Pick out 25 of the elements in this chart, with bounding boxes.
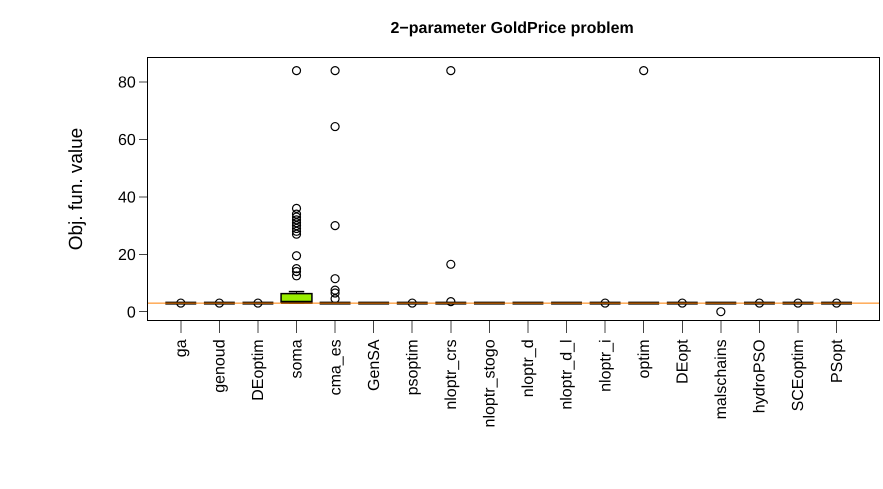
- x-tick-label: nloptr_stogo: [482, 339, 499, 428]
- y-tick-label: 60: [118, 132, 136, 150]
- x-tick-label: ga: [172, 339, 190, 358]
- x-tick-label: genoud: [212, 339, 229, 393]
- x-tick-label: DEopt: [674, 338, 692, 384]
- x-tick-label: PSopt: [828, 338, 846, 383]
- x-tick-label: nloptr_d: [520, 339, 538, 398]
- x-tick-label: optim: [636, 339, 653, 379]
- x-tick-label: nloptr_crs: [443, 339, 460, 410]
- x-tick-label: hydroPSO: [752, 339, 769, 414]
- y-tick-label: 80: [118, 74, 136, 92]
- y-tick-label: 20: [118, 246, 136, 264]
- x-tick-label: nloptr_i: [597, 339, 614, 392]
- chart-title: 2−parameter GoldPrice problem: [390, 20, 634, 38]
- x-tick-label: cma_es: [327, 339, 344, 396]
- y-tick-label: 0: [126, 304, 136, 322]
- x-tick-label: psoptim: [404, 339, 422, 396]
- y-tick-label: 40: [118, 189, 136, 206]
- x-tick-label: malschains: [713, 339, 730, 420]
- x-tick-label: GenSA: [366, 339, 383, 391]
- x-tick-label: SCEoptim: [790, 339, 808, 412]
- x-tick-label: DEoptim: [250, 339, 268, 401]
- y-axis-title: Obj. fun. value: [66, 128, 87, 250]
- x-tick-label: nloptr_d_l: [558, 339, 576, 410]
- x-tick-label: soma: [288, 339, 306, 379]
